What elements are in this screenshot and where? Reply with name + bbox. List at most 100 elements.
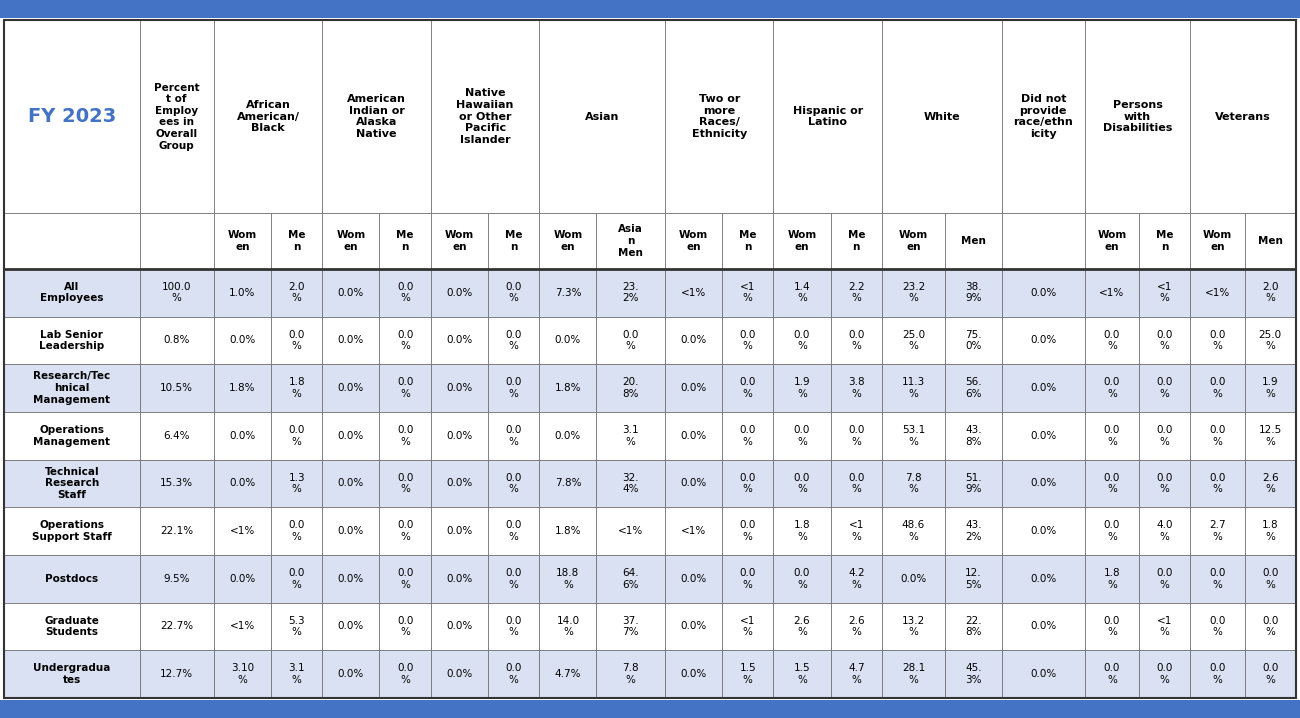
Bar xyxy=(1139,651,1191,698)
Bar xyxy=(666,602,722,651)
Text: 2.6
%: 2.6 % xyxy=(848,615,864,638)
Bar xyxy=(774,602,831,651)
Bar xyxy=(430,317,488,364)
Bar xyxy=(488,507,540,555)
Bar xyxy=(722,412,774,460)
Text: 5.3
%: 5.3 % xyxy=(289,615,306,638)
Text: 0.0
%: 0.0 % xyxy=(396,472,413,494)
Text: 1.5
%: 1.5 % xyxy=(740,663,757,685)
Bar xyxy=(722,602,774,651)
Text: Wom
en: Wom en xyxy=(679,230,708,252)
Text: 0.0
%: 0.0 % xyxy=(1262,568,1278,589)
Text: <1
%: <1 % xyxy=(1157,282,1173,304)
Text: Did not
provide
race/ethn
icity: Did not provide race/ethn icity xyxy=(1014,94,1074,139)
Bar xyxy=(1191,555,1244,602)
Bar xyxy=(1002,213,1084,269)
Text: 0.0
%: 0.0 % xyxy=(506,330,521,351)
Bar xyxy=(430,269,488,317)
Text: 0.0
%: 0.0 % xyxy=(1157,568,1173,589)
Bar xyxy=(881,507,945,555)
Text: 25.0
%: 25.0 % xyxy=(902,330,926,351)
Text: 0.0%: 0.0% xyxy=(1030,431,1057,441)
Text: African
American/
Black: African American/ Black xyxy=(237,100,299,134)
Bar xyxy=(322,213,380,269)
Bar xyxy=(380,364,430,412)
Text: 0.0%: 0.0% xyxy=(1030,669,1057,679)
Bar xyxy=(139,555,214,602)
Text: Asian: Asian xyxy=(585,111,619,121)
Text: 10.5%: 10.5% xyxy=(160,383,194,393)
Bar xyxy=(322,412,380,460)
Bar xyxy=(270,364,322,412)
Bar xyxy=(430,20,540,213)
Bar xyxy=(214,460,270,507)
Bar xyxy=(774,20,881,213)
Bar xyxy=(1002,651,1084,698)
Text: 0.0
%: 0.0 % xyxy=(289,330,306,351)
Bar xyxy=(1244,269,1296,317)
Bar xyxy=(1084,460,1139,507)
Bar xyxy=(214,213,270,269)
Bar xyxy=(0,700,1300,718)
Bar xyxy=(1084,651,1139,698)
Text: 1.8
%: 1.8 % xyxy=(1262,521,1279,542)
Bar xyxy=(214,364,270,412)
Text: 0.0
%: 0.0 % xyxy=(1104,521,1121,542)
Text: 0.0
%: 0.0 % xyxy=(506,425,521,447)
Text: Percent
t of
Employ
ees in
Overall
Group: Percent t of Employ ees in Overall Group xyxy=(153,83,200,151)
Text: 0.0%: 0.0% xyxy=(555,335,581,345)
Bar xyxy=(488,412,540,460)
Bar xyxy=(380,412,430,460)
Bar xyxy=(270,651,322,698)
Text: Technical
Research
Staff: Technical Research Staff xyxy=(44,467,99,500)
Bar xyxy=(1244,317,1296,364)
Bar xyxy=(774,651,831,698)
Text: White: White xyxy=(923,111,961,121)
Bar xyxy=(1191,269,1244,317)
Bar xyxy=(488,651,540,698)
Bar xyxy=(1084,602,1139,651)
Text: 0.0%: 0.0% xyxy=(446,526,472,536)
Text: 56.
6%: 56. 6% xyxy=(965,377,982,398)
Bar xyxy=(1084,412,1139,460)
Bar xyxy=(214,555,270,602)
Bar xyxy=(4,412,139,460)
Bar xyxy=(881,20,1002,213)
Bar xyxy=(1002,555,1084,602)
Text: Me
n: Me n xyxy=(848,230,864,252)
Text: 0.0%: 0.0% xyxy=(680,478,707,488)
Text: 12.
5%: 12. 5% xyxy=(965,568,982,589)
Bar xyxy=(881,317,945,364)
Text: 1.8%: 1.8% xyxy=(555,383,581,393)
Bar xyxy=(488,317,540,364)
Text: 0.0
%: 0.0 % xyxy=(506,377,521,398)
Text: 0.0%: 0.0% xyxy=(446,574,472,584)
Bar xyxy=(540,555,597,602)
Text: Veterans: Veterans xyxy=(1216,111,1271,121)
Text: 14.0
%: 14.0 % xyxy=(556,615,580,638)
Bar xyxy=(774,364,831,412)
Text: 1.9
%: 1.9 % xyxy=(1262,377,1279,398)
Text: <1%: <1% xyxy=(618,526,644,536)
Text: <1
%: <1 % xyxy=(1157,615,1173,638)
Bar xyxy=(214,269,270,317)
Bar xyxy=(774,213,831,269)
Bar xyxy=(4,213,139,269)
Bar xyxy=(488,460,540,507)
Bar xyxy=(945,269,1002,317)
Bar xyxy=(322,602,380,651)
Text: 12.7%: 12.7% xyxy=(160,669,194,679)
Text: Wom
en: Wom en xyxy=(788,230,816,252)
Bar xyxy=(1002,364,1084,412)
Text: Operations
Support Staff: Operations Support Staff xyxy=(32,521,112,542)
Bar xyxy=(540,507,597,555)
Text: <1
%: <1 % xyxy=(740,282,755,304)
Bar xyxy=(666,412,722,460)
Text: 0.0%: 0.0% xyxy=(338,335,364,345)
Bar xyxy=(380,507,430,555)
Bar xyxy=(1191,602,1244,651)
Text: 0.0
%: 0.0 % xyxy=(396,425,413,447)
Bar xyxy=(322,20,430,213)
Bar xyxy=(540,317,597,364)
Text: 0.0%: 0.0% xyxy=(229,431,256,441)
